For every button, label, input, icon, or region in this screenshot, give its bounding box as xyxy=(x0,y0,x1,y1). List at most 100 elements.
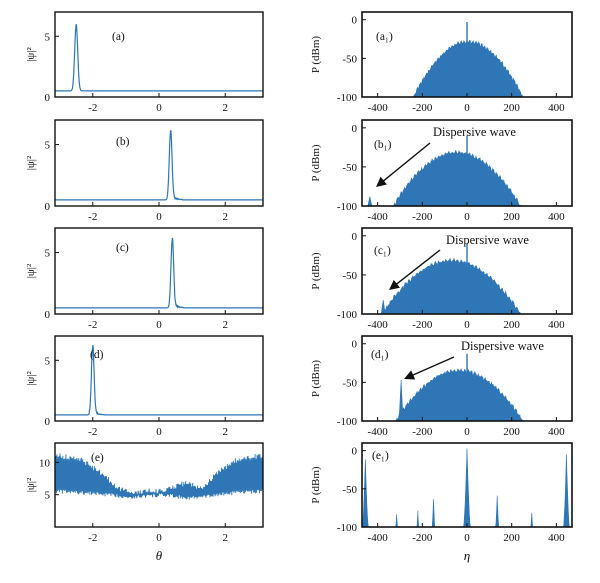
plot-area xyxy=(55,237,263,309)
x-tick-label: 200 xyxy=(503,426,520,438)
x-tick-label: 0 xyxy=(464,319,470,331)
x-tick-label: -400 xyxy=(368,211,389,223)
x-tick-label: -400 xyxy=(368,426,389,438)
x-tick-label: -200 xyxy=(412,426,433,438)
x-tick-label: 0 xyxy=(464,532,470,544)
y-tick-label: -100 xyxy=(337,201,358,213)
y-tick-label: 0 xyxy=(352,446,358,458)
y-tick-label: -50 xyxy=(342,53,357,65)
x-tick-label: -2 xyxy=(88,319,97,331)
x-tick-label: 400 xyxy=(548,319,565,331)
x-tick-label: -2 xyxy=(88,426,97,438)
x-tick-label: 200 xyxy=(503,319,520,331)
x-tick-label: -200 xyxy=(412,532,433,544)
panel-a: -2 0 2 0 5 |ψ|² (a) xyxy=(25,11,264,114)
panel-d1: -400 -200 0 200 400 -100 -50 0 P (dBm) (d₁) Disper… xyxy=(310,335,573,438)
plot-area xyxy=(362,448,570,527)
series-line xyxy=(55,237,263,309)
series-line xyxy=(55,452,263,500)
spectrum-area xyxy=(392,368,525,421)
spectrum-peak xyxy=(530,512,534,527)
panel-label: (d) xyxy=(90,349,104,361)
x-tick-label: 0 xyxy=(156,426,162,438)
spectrum-area xyxy=(390,150,523,206)
x-tick-label: 400 xyxy=(548,532,565,544)
x-tick-label: -200 xyxy=(412,319,433,331)
x-tick-label: -400 xyxy=(368,319,389,331)
y-axis-label: P (dBm) xyxy=(310,466,322,504)
series-line xyxy=(55,344,263,416)
y-tick-label: -50 xyxy=(342,270,357,282)
axes-frame xyxy=(54,119,264,207)
panel-label: (b₁) xyxy=(374,139,392,151)
dispersive-wave-annotation: Dispersive wave xyxy=(446,233,529,247)
spectrum-peak xyxy=(495,495,500,527)
y-axis-label: P (dBm) xyxy=(310,360,322,398)
y-tick-label: -100 xyxy=(337,522,358,534)
y-axis-label: P (dBm) xyxy=(310,36,322,74)
panel-label: (c) xyxy=(116,242,129,254)
x-tick-label: 2 xyxy=(222,426,228,438)
annotation-arrowhead xyxy=(376,176,387,187)
x-tick-label: -200 xyxy=(412,211,433,223)
plot-area xyxy=(55,344,263,416)
annotation-arrowhead xyxy=(404,370,416,380)
x-tick-label: 0 xyxy=(156,211,162,223)
panel-label: (b) xyxy=(116,136,130,148)
y-tick-label: -100 xyxy=(337,416,358,428)
x-tick-label: 200 xyxy=(503,211,520,223)
x-tick-label: 0 xyxy=(156,532,162,544)
x-tick-label: 2 xyxy=(222,319,228,331)
panel-label: (d₁) xyxy=(371,349,389,361)
y-axis-label: |ψ|² xyxy=(25,155,37,170)
plot-area xyxy=(367,135,523,206)
y-tick-label: 0 xyxy=(352,123,358,135)
plot-area xyxy=(410,22,525,97)
panel-c1: -400 -200 0 200 400 -100 -50 0 P (dBm) (c₁) Disper… xyxy=(310,227,573,331)
annotation-arrow xyxy=(411,356,455,377)
x-tick-label: 400 xyxy=(548,102,565,114)
spectrum-peak xyxy=(362,459,369,527)
x-tick-label: 0 xyxy=(156,319,162,331)
y-tick-label: 0 xyxy=(352,231,358,243)
x-tick-label: 400 xyxy=(548,211,565,223)
y-tick-label: 10 xyxy=(39,457,51,469)
x-tick-label: 0 xyxy=(464,426,470,438)
plot-area xyxy=(379,243,522,314)
annotation-arrow xyxy=(381,142,431,183)
y-tick-label: 5 xyxy=(45,31,51,43)
plot-area xyxy=(55,24,263,92)
panel-label: (e) xyxy=(91,452,104,464)
x-tick-label: 0 xyxy=(156,102,162,114)
y-tick-label: 0 xyxy=(45,201,51,213)
x-tick-label: 2 xyxy=(222,102,228,114)
panel-c: -2 0 2 0 5 |ψ|² (c) xyxy=(25,227,264,331)
dispersive-wave-peak xyxy=(367,196,373,206)
x-tick-label: -2 xyxy=(88,102,97,114)
y-axis-label: P (dBm) xyxy=(310,252,322,290)
y-tick-label: -50 xyxy=(342,162,357,174)
panel-e1: -400 -200 0 200 400 -100 -50 0 P (dBm) (e₁) η xyxy=(310,442,573,563)
x-tick-label: 2 xyxy=(222,532,228,544)
axes-frame xyxy=(54,335,264,422)
panel-a1: -400 -200 0 200 400 -100 -50 0 P (dBm) (a₁) xyxy=(310,11,573,114)
y-tick-label: -100 xyxy=(337,92,358,104)
spectrum-area xyxy=(410,39,525,97)
y-axis-label: |ψ|² xyxy=(25,47,37,62)
spectrum-peak xyxy=(416,510,420,527)
panel-b1: -400 -200 0 200 400 -100 -50 0 P (dBm) (b₁) Disper… xyxy=(310,119,573,223)
panel-label: (e₁) xyxy=(372,450,389,462)
panel-label: (a) xyxy=(112,31,125,43)
panel-label: (a₁) xyxy=(376,31,393,43)
y-tick-label: 5 xyxy=(45,140,51,152)
x-axis-label: θ xyxy=(156,548,163,563)
y-tick-label: -100 xyxy=(337,309,358,321)
annotation-arrow xyxy=(394,249,441,286)
x-tick-label: -200 xyxy=(412,102,433,114)
dispersive-wave-annotation: Dispersive wave xyxy=(433,125,516,139)
y-tick-label: -50 xyxy=(342,484,357,496)
spectrum-area xyxy=(379,257,522,314)
x-tick-label: -400 xyxy=(368,532,389,544)
y-tick-label: 0 xyxy=(45,92,51,104)
